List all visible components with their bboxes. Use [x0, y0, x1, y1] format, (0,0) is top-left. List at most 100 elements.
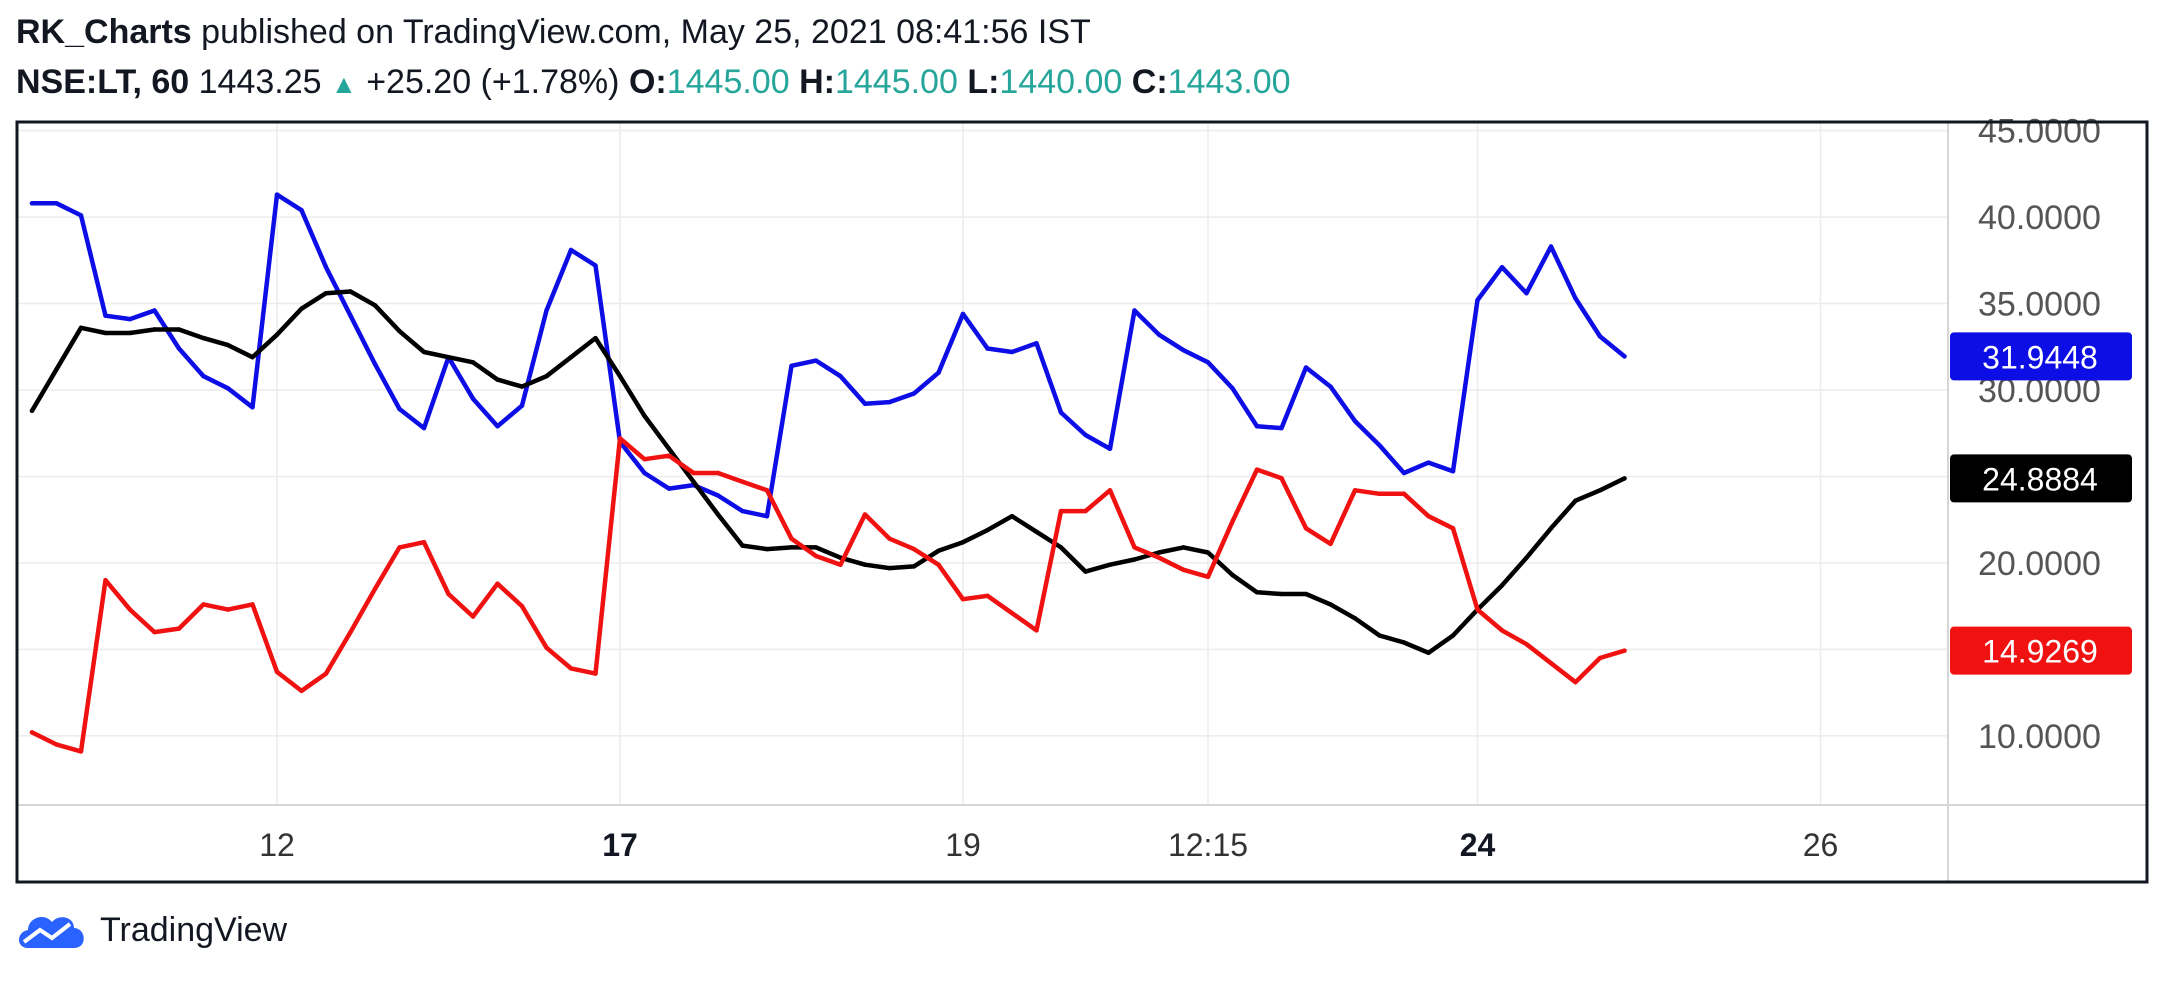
x-tick-label: 12: [259, 827, 295, 863]
data-point: [421, 425, 427, 431]
data-point: [1548, 661, 1554, 666]
data-point: [250, 405, 255, 410]
data-point: [1254, 467, 1260, 472]
data-point: [176, 626, 182, 631]
data-point: [78, 749, 84, 754]
data-point: [103, 578, 108, 583]
data-point: [544, 373, 549, 379]
up-triangle-icon: ▲: [331, 69, 357, 99]
data-point: [740, 479, 745, 484]
data-point: [1426, 514, 1431, 519]
y-tick-label: 20.0000: [1978, 545, 2101, 583]
y-tick-label: 45.0000: [1978, 113, 2101, 151]
data-point: [936, 562, 941, 567]
data-point: [911, 546, 917, 552]
data-point: [1156, 332, 1162, 337]
data-point: [1401, 640, 1407, 645]
data-point: [323, 265, 329, 270]
data-point: [29, 201, 35, 206]
y-tick-label: 40.0000: [1978, 199, 2101, 237]
data-point: [1107, 446, 1113, 452]
data-point: [495, 377, 500, 382]
author-name[interactable]: RK_Charts: [16, 13, 192, 51]
data-point: [666, 486, 672, 491]
data-point: [1009, 349, 1015, 355]
data-point: [397, 329, 402, 334]
data-point: [887, 399, 892, 405]
data-point: [985, 593, 990, 598]
data-point: [1156, 555, 1162, 560]
data-point: [519, 403, 525, 408]
series-line: [29, 289, 1627, 656]
data-point: [470, 614, 476, 619]
time-axis[interactable]: 12 17 19 12:15 24 26: [17, 804, 2147, 863]
data-point: [372, 303, 378, 308]
data-point: [1279, 475, 1284, 481]
data-point: [789, 545, 794, 550]
price-axis[interactable]: 10.000020.000030.000035.000040.000045.00…: [1947, 113, 2132, 882]
data-point: [642, 456, 647, 462]
data-point: [1573, 680, 1578, 685]
data-point: [1107, 488, 1113, 493]
data-point: [740, 543, 745, 548]
data-point: [1058, 545, 1064, 550]
data-point: [1107, 562, 1113, 567]
data-point: [1009, 514, 1015, 519]
data-point: [1034, 341, 1039, 346]
data-point: [666, 453, 672, 458]
data-point: [348, 629, 353, 635]
last-value-label: 24.8884: [1982, 461, 2098, 497]
data-point: [1401, 470, 1407, 476]
data-point: [985, 346, 990, 351]
data-point: [519, 384, 525, 389]
data-point: [1450, 526, 1456, 531]
data-point: [1058, 410, 1064, 415]
data-point: [544, 308, 549, 313]
data-point: [201, 602, 206, 607]
data-point: [1475, 297, 1480, 303]
data-point: [470, 396, 476, 401]
data-point: [1597, 488, 1603, 493]
tradingview-brand[interactable]: TradingView: [14, 908, 287, 952]
symbol-timeframe: NSE:LT, 60: [16, 63, 190, 101]
price-change: +25.20 (+1.78%): [366, 63, 620, 101]
data-point: [1524, 555, 1529, 560]
publish-info: RK_Charts published on TradingView.com, …: [16, 12, 1091, 52]
data-point: [1254, 590, 1260, 595]
data-point: [1132, 308, 1137, 313]
data-point: [1499, 583, 1505, 588]
data-point: [813, 358, 819, 363]
data-point: [1230, 572, 1235, 578]
data-point: [1426, 650, 1431, 656]
data-point: [274, 192, 280, 197]
data-point: [446, 591, 451, 597]
data-point: [1181, 567, 1186, 573]
data-point: [862, 401, 868, 407]
data-point: [78, 213, 84, 218]
data-point: [1303, 365, 1309, 370]
data-point: [1475, 607, 1480, 612]
data-point: [1622, 476, 1627, 481]
data-point: [299, 688, 304, 694]
data-point: [103, 330, 108, 336]
data-point: [593, 671, 598, 676]
data-point: [568, 354, 574, 360]
data-point: [372, 586, 378, 592]
data-point: [274, 669, 280, 675]
close-label: C:: [1131, 63, 1168, 101]
data-point: [1352, 488, 1358, 493]
data-point: [1181, 545, 1186, 550]
data-point: [568, 247, 574, 253]
last-price: 1443.25: [198, 63, 322, 101]
data-point: [1279, 425, 1284, 431]
data-point: [1450, 633, 1456, 638]
data-point: [911, 391, 917, 396]
series-group: [29, 192, 1627, 754]
open-value: 1445.00: [666, 63, 790, 101]
data-point: [1058, 508, 1064, 514]
data-point: [299, 306, 304, 311]
x-tick-label: 17: [602, 827, 638, 863]
data-point: [1548, 244, 1554, 249]
data-point: [103, 313, 108, 318]
